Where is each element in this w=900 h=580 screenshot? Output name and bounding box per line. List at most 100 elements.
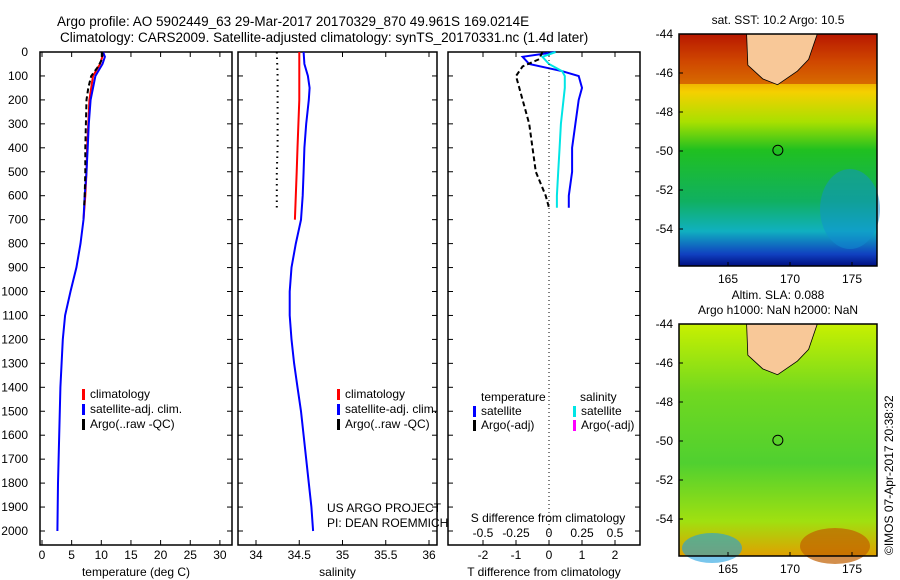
x-tick-label-difference: 2 (612, 548, 619, 562)
legend-swatch (337, 389, 340, 400)
y-tick-label: 1200 (1, 332, 28, 346)
legend-title-salinity: salinity (580, 390, 617, 404)
legend-swatch (473, 420, 476, 431)
x-tick-label-temperature: 25 (184, 548, 198, 562)
map-y-tick-label: -54 (656, 222, 674, 236)
map-y-tick-label: -50 (656, 144, 674, 158)
legend-label: satellite (581, 404, 622, 418)
x-tick-label-temperature: 15 (124, 548, 138, 562)
x2-tick-label: 0.5 (607, 526, 624, 540)
x-tick-label-salinity: 34 (249, 548, 263, 562)
x-tick-label-difference: -2 (478, 548, 489, 562)
map-title: sat. SST: 10.2 Argo: 10.5 (712, 13, 845, 27)
figure-title-line1: Argo profile: AO 5902449_63 29-Mar-2017 … (57, 14, 530, 29)
series-line-temperature-satellite (520, 51, 584, 208)
series-line-temperature-argo-adj- (514, 51, 550, 208)
legend-label: climatology (90, 387, 150, 401)
plot-frame-salinity (237, 51, 438, 546)
map-x-tick-label: 165 (718, 562, 738, 576)
argo-float-marker (772, 144, 784, 156)
map-cold-region (820, 169, 880, 249)
map-y-tick-label: -48 (656, 105, 674, 119)
land-new-zealand (746, 323, 818, 376)
map-y-tick-label: -54 (656, 512, 674, 526)
legend-label: climatology (345, 387, 405, 401)
series-line-satellite-adj-clim- (288, 51, 315, 532)
y-tick-label: 400 (8, 141, 28, 155)
legend-swatch (82, 404, 85, 415)
land-new-zealand (746, 33, 818, 86)
series-line-argo-raw-qc- (83, 51, 104, 208)
y-tick-label: 800 (8, 237, 28, 251)
map-x-tick-label: 170 (780, 272, 800, 286)
y-tick-label: 100 (8, 69, 28, 83)
x-tick-label-difference: 1 (579, 548, 586, 562)
series-line-climatology (293, 52, 301, 220)
y-tick-label: 1300 (1, 356, 28, 370)
legend-label: satellite-adj. clim. (90, 402, 182, 416)
y-tick-label: 600 (8, 189, 28, 203)
legend-swatch (573, 406, 576, 417)
y-tick-label: 300 (8, 117, 28, 131)
x-tick-label-salinity: 36 (422, 548, 436, 562)
legend-label: satellite-adj. clim. (345, 402, 437, 416)
map-y-tick-label: -44 (656, 27, 674, 41)
legend-swatch (473, 406, 476, 417)
y-tick-label: 2000 (1, 524, 28, 538)
argo-float-marker (772, 434, 784, 446)
y-tick-label: 1100 (2, 308, 28, 322)
map-y-tick-label: -44 (656, 317, 674, 331)
map-y-tick-label: -50 (656, 434, 674, 448)
y-tick-label: 500 (8, 165, 28, 179)
x2-tick-label: -0.25 (502, 526, 530, 540)
x-tick-label-salinity: 34.5 (288, 548, 312, 562)
series-line-satellite-adj-clim- (56, 51, 106, 532)
y-tick-label: 200 (8, 93, 28, 107)
x-tick-label-temperature: 0 (39, 548, 46, 562)
map-title: Altim. SLA: 0.088 (732, 288, 825, 302)
x2-tick-label: 0.25 (570, 526, 594, 540)
y-tick-label: 0 (21, 45, 28, 59)
map-x-tick-label: 175 (842, 272, 862, 286)
series-line-salinity-satellite (540, 51, 566, 208)
map-frame-sst-map (678, 33, 878, 267)
y-tick-label: 1400 (1, 380, 28, 394)
legend-label: satellite (481, 404, 522, 418)
x-tick-label-temperature: 10 (95, 548, 109, 562)
x-axis-label-difference: T difference from climatology (467, 565, 621, 579)
legend-swatch (82, 389, 85, 400)
x-tick-label-temperature: 20 (154, 548, 168, 562)
plot-frame-temperature (39, 51, 233, 546)
x2-tick-label: -0.5 (473, 526, 494, 540)
y-tick-label: 700 (8, 213, 28, 227)
x2-axis-label: S difference from climatology (471, 511, 626, 525)
legend-label: Argo(..raw -QC) (345, 417, 430, 431)
legend-swatch (337, 419, 340, 430)
x-tick-label-salinity: 35 (336, 548, 350, 562)
map-high-sla (800, 528, 870, 564)
map-x-tick-label: 165 (718, 272, 738, 286)
map-x-tick-label: 170 (780, 562, 800, 576)
legend-label: Argo(-adj) (581, 418, 634, 432)
series-line-climatology (82, 51, 105, 220)
legend-label: Argo(-adj) (481, 418, 534, 432)
map-y-tick-label: -52 (656, 183, 674, 197)
legend-swatch (82, 419, 85, 430)
x-tick-label-temperature: 30 (213, 548, 227, 562)
x2-tick-label: 0 (546, 526, 553, 540)
map-y-tick-label: -48 (656, 395, 674, 409)
x-axis-label-temperature: temperature (deg C) (82, 565, 190, 579)
map-y-tick-label: -46 (656, 66, 674, 80)
map-title: Argo h1000: NaN h2000: NaN (698, 303, 858, 317)
legend-swatch (337, 404, 340, 415)
legend-swatch (573, 420, 576, 431)
x-tick-label-difference: -1 (511, 548, 522, 562)
map-low-sla (682, 533, 742, 563)
map-y-tick-label: -52 (656, 473, 674, 487)
y-tick-label: 1500 (1, 404, 28, 418)
map-frame-sla-map (678, 323, 878, 557)
y-tick-label: 1800 (1, 476, 28, 490)
y-tick-label: 1700 (1, 452, 28, 466)
